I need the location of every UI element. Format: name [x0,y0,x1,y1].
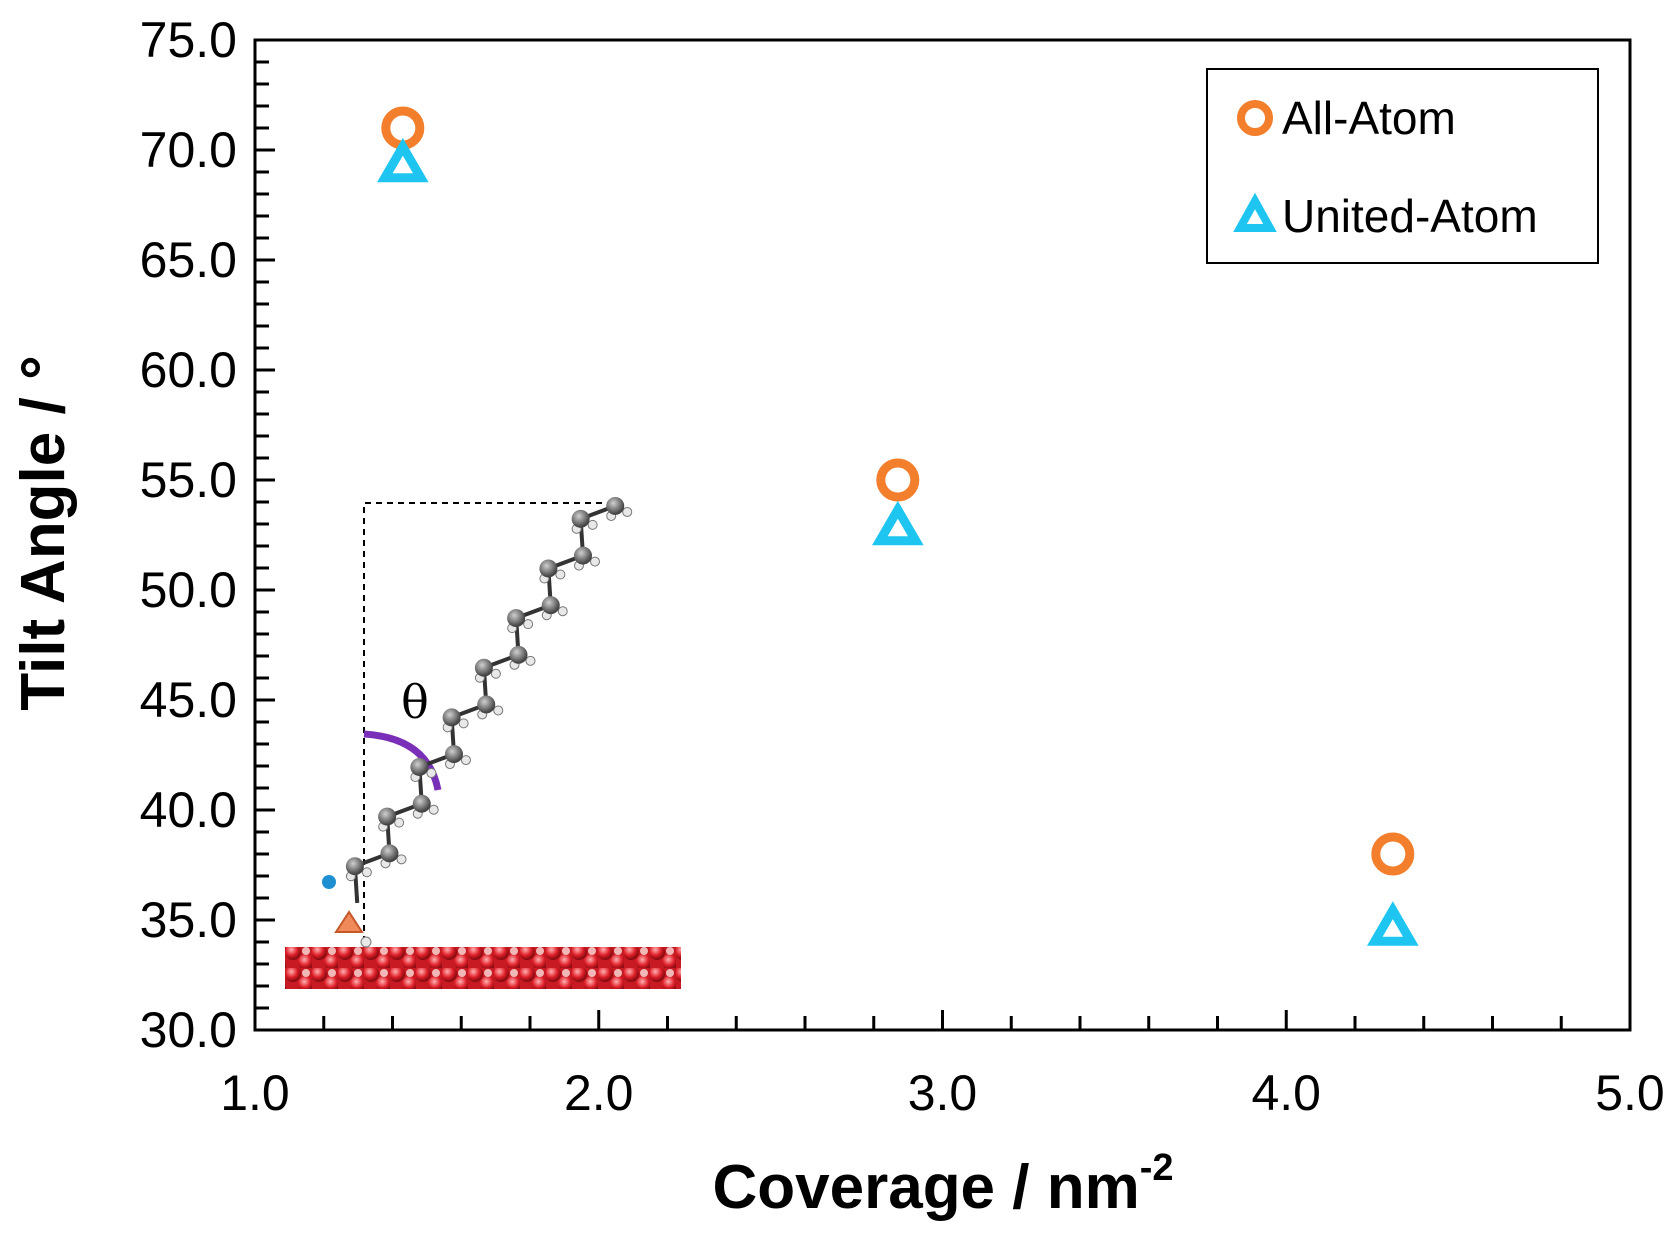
legend-triangle-icon [1233,192,1277,232]
legend-circle-icon [1237,100,1273,136]
y-tick-labels: 30.0 35.0 40.0 45.0 50.0 55.0 60.0 65.0 70.0 75.0 [140,12,237,1058]
headgroup-atom [334,910,364,933]
united-atom-point [871,500,924,546]
united-atom-point [376,137,429,183]
all-atom-point [876,458,920,502]
x-tick-label: 1.0 [220,1065,290,1121]
y-tick-label: 75.0 [140,12,237,68]
carbon-atom [442,708,461,727]
hydrogen-atom [622,506,633,517]
y-tick-label: 55.0 [140,452,237,508]
y-tick-label: 35.0 [140,892,237,948]
carbon-atom [412,794,431,813]
carbon-atom [474,658,493,677]
y-axis-title: Tilt Angle / ° [9,355,78,710]
data-markers [376,106,1419,946]
hydrogen-atom [490,668,501,679]
hydrogen-atom [493,705,504,716]
united-atom-point [1366,901,1419,946]
hydrogen-atom [555,569,566,580]
carbon-atom [539,559,558,578]
y-tick-label: 65.0 [140,232,237,288]
hydrogen-atom [394,817,405,828]
hydrogen-atom [396,854,407,865]
headgroup-atom [322,875,336,889]
y-tick-label: 30.0 [140,1002,237,1058]
carbon-atom [541,596,560,615]
x-tick-label: 2.0 [564,1065,634,1121]
x-axis-title: Coverage / nm-2 [712,1147,1173,1222]
y-tick-label: 40.0 [140,782,237,838]
x-tick-label: 4.0 [1251,1065,1321,1121]
x-tick-label: 3.0 [908,1065,978,1121]
x-tick-labels: 1.0 2.0 3.0 4.0 5.0 [220,1065,1665,1121]
surface-slab [285,947,681,989]
carbon-atom [606,496,625,515]
hydrogen-atom [523,619,534,630]
hydrogen-atom [360,936,372,948]
hydrogen-atom [460,755,471,766]
molecule-illustration: θ [285,496,681,989]
legend-label-united-atom: United-Atom [1282,190,1538,242]
hydrogen-atom [525,655,536,666]
carbon-atom [378,807,397,826]
carbon-atom [345,857,364,876]
theta-label: θ [401,675,429,729]
tilt-angle-arc [363,730,442,791]
hydrogen-atom [458,718,469,729]
carbon-atom [507,609,526,628]
carbon-atom [444,745,463,764]
all-atom-point [1371,832,1415,876]
hydrogen-atom [557,606,568,617]
hydrogen-atom [426,767,437,778]
alkyl-chain [322,496,633,948]
hydrogen-atom [361,867,372,878]
y-tick-label: 45.0 [140,672,237,728]
y-tick-label: 70.0 [140,122,237,178]
carbon-atom [571,509,590,528]
carbon-atom [410,757,429,776]
carbon-atom [477,695,496,714]
hydrogen-atom [589,556,600,567]
carbon-atom [380,844,399,863]
x-tick-label: 5.0 [1595,1065,1665,1121]
hydrogen-atom [428,804,439,815]
y-tick-label: 60.0 [140,342,237,398]
carbon-atom [573,546,592,565]
carbon-atom [509,645,528,664]
x-axis-title-superscript: -2 [1140,1147,1174,1189]
hydrogen-atom [587,519,598,530]
x-axis-title-text: Coverage / nm [712,1153,1139,1222]
vertical-reference-line [363,502,612,942]
legend-label-all-atom: All-Atom [1282,92,1456,144]
axis-ticks [253,38,1632,1032]
legend: All-Atom United-Atom [1206,68,1599,264]
y-tick-label: 50.0 [140,562,237,618]
